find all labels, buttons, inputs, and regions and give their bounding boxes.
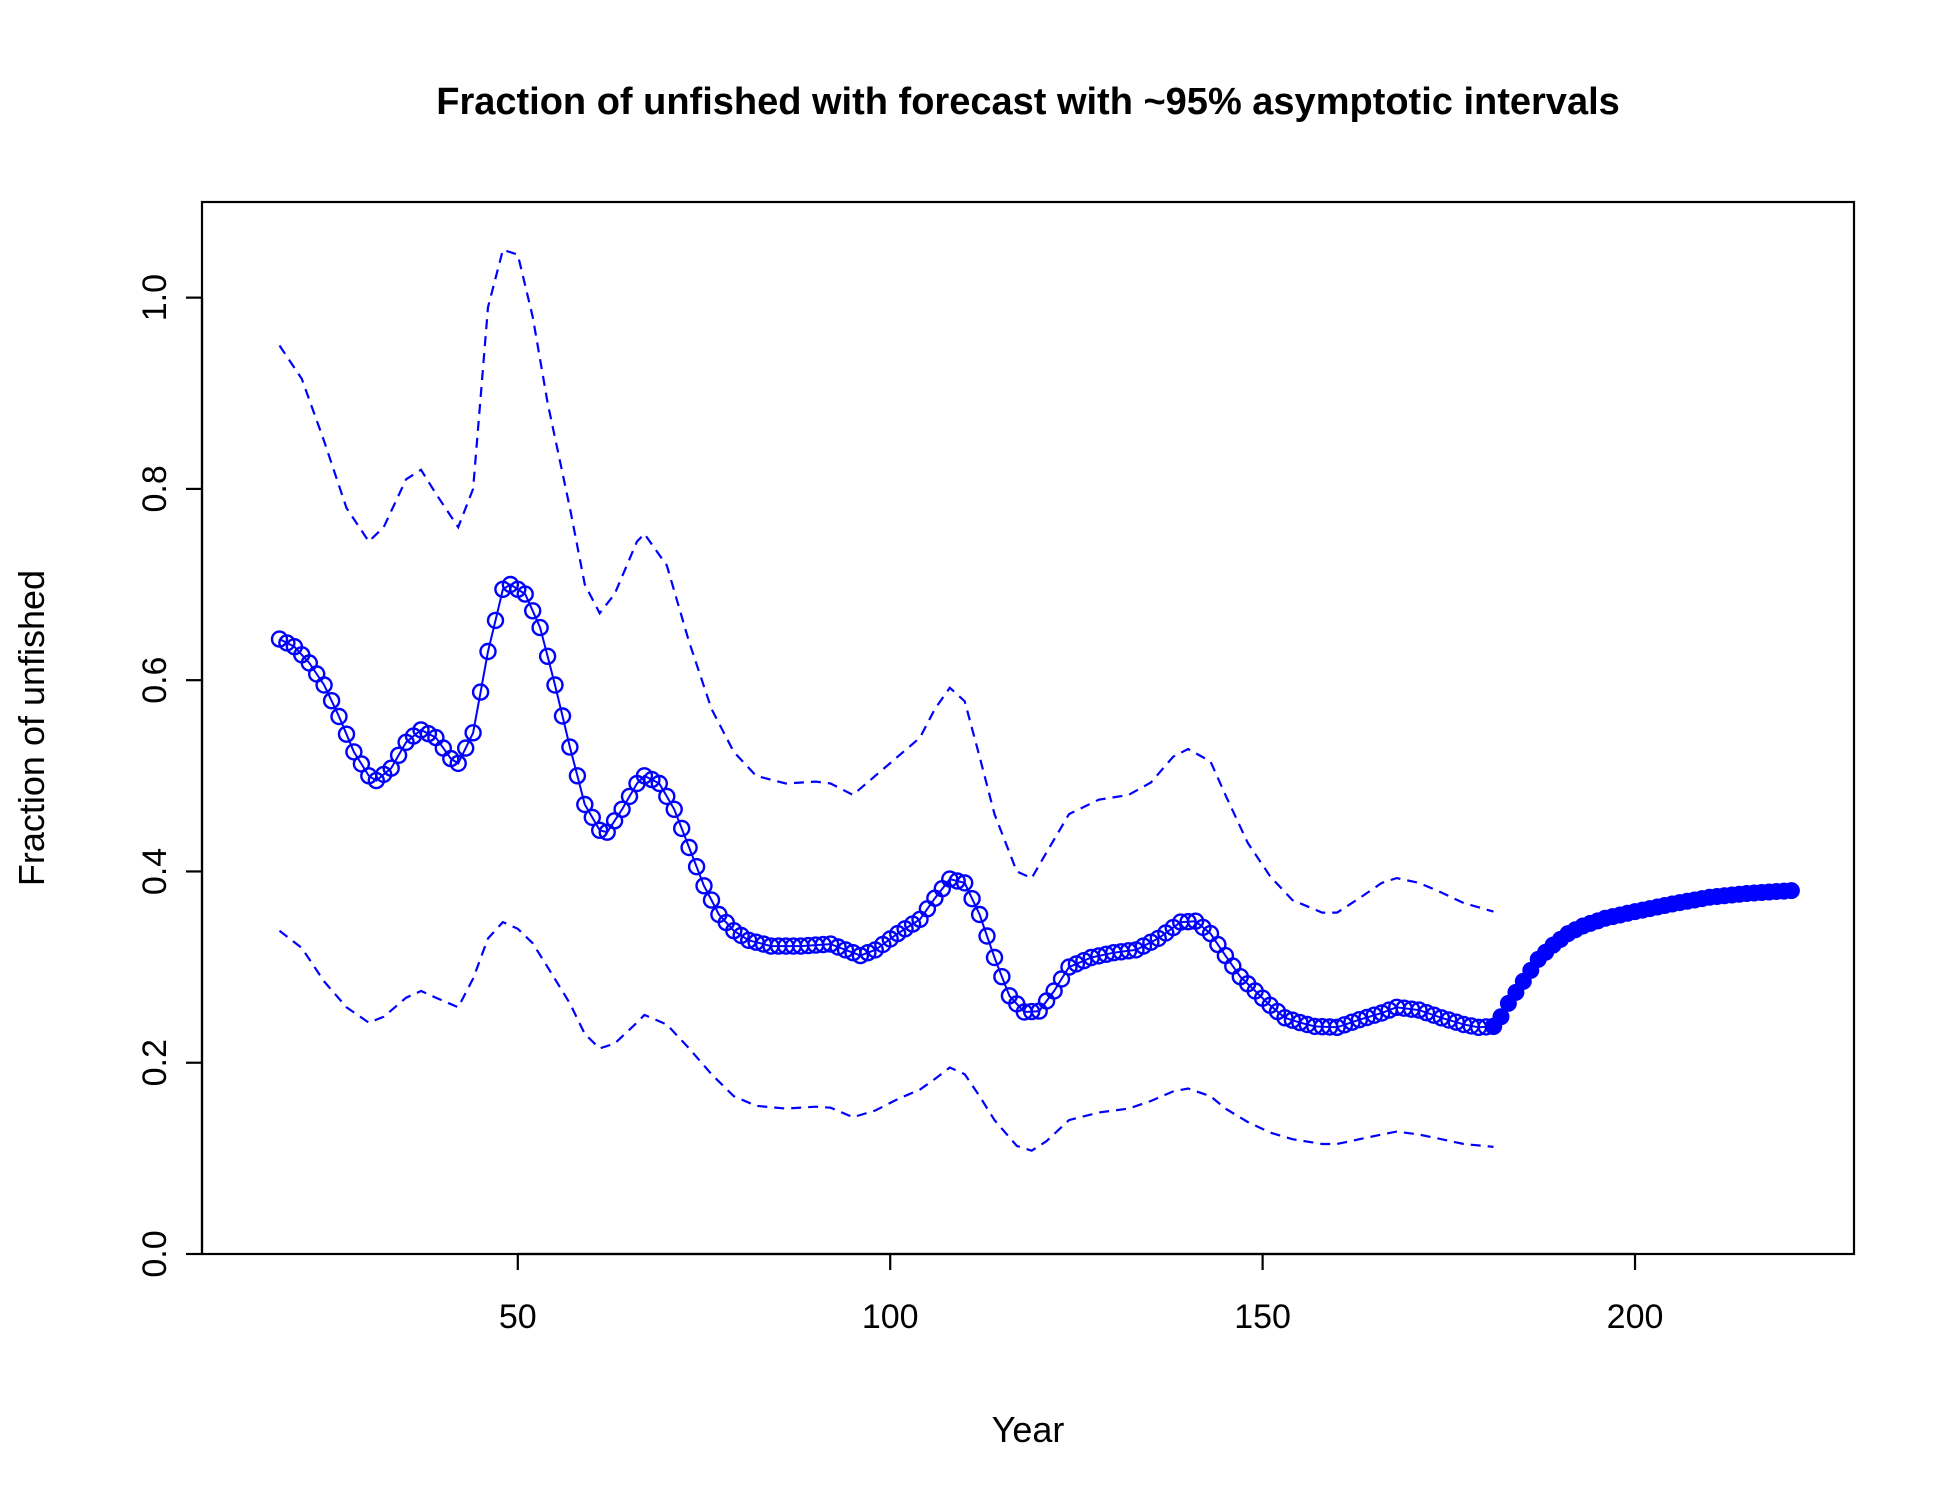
estimate-point: [963, 890, 981, 908]
estimate-point: [457, 739, 475, 757]
estimate-point: [516, 585, 534, 603]
forecast-point: [1782, 882, 1800, 900]
y-tick-label: 1.0: [136, 274, 174, 321]
y-tick-label: 0.8: [136, 465, 174, 512]
estimate-point: [464, 724, 482, 742]
estimate-point: [531, 618, 549, 637]
estimate-point: [702, 891, 721, 909]
estimate-point: [1022, 1002, 1041, 1021]
plot-area-frame: [200, 200, 1856, 1256]
y-tick-label: 0.4: [136, 848, 174, 895]
estimate-point: [591, 821, 609, 839]
x-axis: 50 100 150 200: [499, 1252, 1664, 1336]
y-tick-label: 0.0: [136, 1230, 174, 1277]
estimate-point: [1179, 913, 1197, 931]
estimate-point: [680, 838, 698, 857]
upper-ci-line: [278, 248, 1494, 914]
estimate-point: [449, 754, 467, 773]
estimate-point: [695, 877, 713, 895]
estimate-point: [1425, 1006, 1443, 1024]
estimate-point: [1365, 1006, 1384, 1024]
estimate-point: [1276, 1009, 1294, 1027]
x-tick-label: 100: [862, 1298, 919, 1336]
estimate-point: [486, 611, 505, 630]
estimate-point: [673, 819, 691, 838]
estimate-point: [658, 787, 676, 806]
x-tick-label: 200: [1607, 1298, 1664, 1336]
estimate-point: [650, 774, 668, 793]
estimate-point: [1335, 1016, 1354, 1034]
estimate-point: [978, 927, 996, 945]
forecast-point: [1492, 1008, 1510, 1026]
estimate-point: [322, 692, 341, 710]
estimate-point: [993, 968, 1011, 986]
estimate-point: [1343, 1013, 1361, 1031]
estimate-point: [821, 935, 840, 953]
estimate-point: [1373, 1004, 1391, 1022]
estimate-point: [985, 948, 1004, 967]
estimate-line: [279, 583, 1494, 1029]
lower-ci-line: [278, 920, 1494, 1152]
estimate-point: [948, 872, 966, 890]
estimate-point: [613, 800, 631, 818]
estimate-point: [1417, 1004, 1436, 1022]
estimate-point: [546, 676, 564, 694]
estimate-point: [859, 944, 877, 962]
fraction-unfished-series: [270, 575, 1800, 1037]
chart-title: Fraction of unfished with forecast with …: [436, 81, 1620, 123]
estimate-point: [382, 759, 400, 777]
estimate-point: [471, 683, 490, 701]
estimate-point: [576, 795, 594, 814]
estimate-point: [851, 946, 870, 965]
estimate-point: [620, 787, 639, 806]
estimate-point: [1410, 1001, 1428, 1019]
x-axis-label: Year: [992, 1409, 1065, 1450]
estimate-point: [345, 743, 363, 761]
y-axis: 0.0 0.2 0.4 0.6 0.8 1.0: [136, 274, 204, 1278]
estimate-point: [665, 800, 683, 818]
y-tick-label: 0.6: [136, 657, 174, 704]
confidence-interval-lines: [278, 248, 1494, 1152]
estimate-point: [553, 707, 572, 725]
estimate-point: [524, 602, 542, 620]
estimate-point: [337, 725, 356, 743]
estimate-point: [315, 676, 333, 694]
estimate-point: [561, 738, 579, 756]
estimate-point: [956, 874, 974, 892]
estimate-point: [389, 746, 408, 764]
x-tick-label: 50: [499, 1298, 537, 1336]
estimate-point: [330, 707, 348, 726]
y-axis-label: Fraction of unfished: [11, 570, 52, 886]
estimate-point: [1328, 1018, 1346, 1037]
y-tick-label: 0.2: [136, 1039, 174, 1086]
estimate-point: [568, 767, 587, 785]
estimate-point: [836, 941, 855, 959]
estimate-point: [970, 905, 989, 924]
estimate-point: [538, 647, 557, 665]
x-tick-label: 150: [1234, 1298, 1291, 1336]
estimate-point: [829, 938, 847, 956]
estimate-point: [687, 858, 706, 876]
estimate-point: [583, 808, 601, 827]
estimate-point: [479, 642, 497, 661]
